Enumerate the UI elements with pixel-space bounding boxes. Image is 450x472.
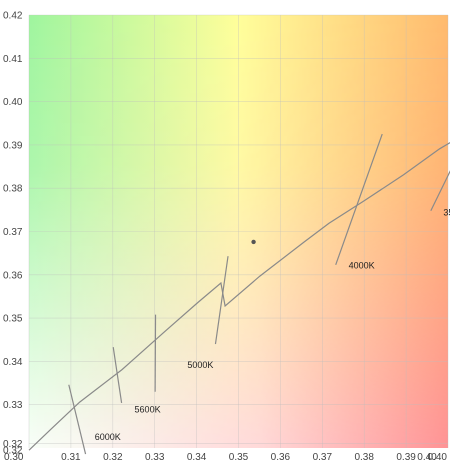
- y-tick-label: 0.38: [3, 184, 23, 195]
- y-tick-label: 0.42: [3, 11, 23, 22]
- isotherm-line-0: [68, 384, 87, 455]
- x-tick-label: 0.38: [354, 452, 374, 463]
- isotherm-label: 6000K: [95, 432, 121, 442]
- x-tick-label: 0.30: [4, 452, 24, 463]
- isotherm-lines: 6000K 5600K 5000K 4000K 3500K: [68, 133, 450, 455]
- planckian-locus: [28, 142, 450, 451]
- isotherm-line-1: [112, 347, 123, 404]
- y-tick-label: 0.35: [3, 314, 23, 325]
- isotherm-line-3: [214, 256, 229, 345]
- y-axis-ticks: 0.42 0.41 0.40 0.39 0.38 0.37 0.36 0.35 0.34 0.33…: [3, 11, 23, 457]
- x-tick-label: 0.32: [103, 452, 123, 463]
- x-tick-label: 0.36: [271, 452, 291, 463]
- isotherm-label: 3500K: [443, 207, 450, 217]
- y-tick-label: 0.33: [3, 400, 23, 411]
- y-tick-label: 0.40: [3, 97, 23, 108]
- locus-line: [28, 142, 450, 451]
- y-tick-label: 0.34: [3, 357, 23, 368]
- grid-lines: [28, 14, 449, 448]
- chromaticity-marker: [251, 239, 256, 245]
- x-tick-label: 0.31: [61, 452, 81, 463]
- x-tick-label: 0.40: [428, 452, 448, 463]
- isotherm-label: 5600K: [135, 404, 161, 414]
- y-tick-label: 0.32: [3, 439, 23, 450]
- x-tick-label: 0.33: [145, 452, 165, 463]
- y-tick-label: 0.37: [3, 227, 23, 238]
- x-tick-label: 0.40: [417, 452, 437, 463]
- y-tick-label: 0.36: [3, 270, 23, 281]
- x-tick-label: 0.34: [187, 452, 207, 463]
- x-tick-label: 0.35: [229, 452, 249, 463]
- y-tick-label: 0.41: [3, 54, 23, 65]
- isotherm-label: 4000K: [349, 261, 375, 271]
- y-tick-label: 0.32: [3, 446, 23, 457]
- x-tick-label: 0.37: [313, 452, 333, 463]
- y-tick-label: 0.39: [3, 140, 23, 151]
- isotherm-label: 5000K: [187, 360, 213, 370]
- isotherm-line-4: [335, 133, 383, 266]
- x-tick-label: 0.39: [396, 452, 416, 463]
- x-axis-ticks: 0.30 0.31 0.32 0.33 0.34 0.35 0.36 0.37 0.38 0.39…: [4, 452, 447, 463]
- marker-point: [251, 239, 256, 245]
